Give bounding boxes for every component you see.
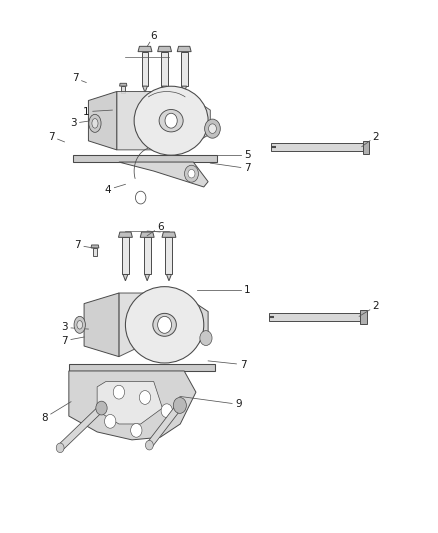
Text: 3: 3 <box>70 118 77 128</box>
Polygon shape <box>140 232 154 237</box>
Polygon shape <box>147 403 182 448</box>
Polygon shape <box>141 52 148 86</box>
Text: 3: 3 <box>61 322 68 333</box>
Circle shape <box>184 165 198 182</box>
Text: 6: 6 <box>157 222 163 232</box>
Ellipse shape <box>89 114 101 132</box>
Polygon shape <box>144 237 151 274</box>
Polygon shape <box>88 92 117 150</box>
Circle shape <box>188 169 195 178</box>
Polygon shape <box>158 46 172 52</box>
Polygon shape <box>182 86 187 92</box>
Ellipse shape <box>92 118 98 128</box>
Polygon shape <box>117 91 210 150</box>
Ellipse shape <box>159 109 183 132</box>
Text: 7: 7 <box>74 240 81 251</box>
Polygon shape <box>91 245 99 248</box>
Text: 7: 7 <box>72 73 79 83</box>
Circle shape <box>105 415 116 428</box>
Polygon shape <box>145 274 150 281</box>
Ellipse shape <box>77 320 82 329</box>
Circle shape <box>56 443 64 453</box>
Circle shape <box>139 391 151 405</box>
Circle shape <box>200 330 212 345</box>
Circle shape <box>131 423 142 437</box>
Polygon shape <box>121 86 125 93</box>
Circle shape <box>158 317 172 333</box>
Polygon shape <box>363 141 369 154</box>
Polygon shape <box>360 310 367 324</box>
Polygon shape <box>73 155 217 162</box>
Circle shape <box>96 401 107 415</box>
Polygon shape <box>93 248 97 256</box>
Polygon shape <box>166 274 171 281</box>
Polygon shape <box>69 371 196 440</box>
Polygon shape <box>161 52 168 86</box>
Polygon shape <box>97 382 162 424</box>
Polygon shape <box>180 293 208 357</box>
Circle shape <box>145 440 153 450</box>
Polygon shape <box>84 293 119 357</box>
Polygon shape <box>177 46 191 52</box>
Text: 4: 4 <box>105 184 111 195</box>
Polygon shape <box>162 232 176 237</box>
Text: 5: 5 <box>244 150 251 160</box>
Text: 7: 7 <box>48 132 55 142</box>
Polygon shape <box>119 290 180 357</box>
Text: 6: 6 <box>150 31 157 41</box>
Circle shape <box>208 124 216 133</box>
Ellipse shape <box>134 86 208 155</box>
Polygon shape <box>269 313 360 320</box>
Circle shape <box>165 114 177 128</box>
Polygon shape <box>122 237 129 274</box>
Polygon shape <box>181 52 187 86</box>
Polygon shape <box>271 143 363 151</box>
Polygon shape <box>120 83 127 86</box>
Circle shape <box>205 119 220 138</box>
Text: 7: 7 <box>244 164 251 173</box>
Polygon shape <box>138 46 152 52</box>
Text: 7: 7 <box>240 360 246 369</box>
Text: 8: 8 <box>42 413 48 423</box>
Ellipse shape <box>125 287 204 363</box>
Polygon shape <box>123 274 128 281</box>
Polygon shape <box>69 364 215 371</box>
Polygon shape <box>119 162 208 187</box>
Text: 7: 7 <box>61 336 68 346</box>
Circle shape <box>135 191 146 204</box>
Circle shape <box>161 404 173 418</box>
Text: 1: 1 <box>83 107 89 117</box>
Polygon shape <box>162 86 167 92</box>
Text: 9: 9 <box>235 399 242 409</box>
Text: 1: 1 <box>244 285 251 295</box>
Polygon shape <box>118 232 132 237</box>
Text: 2: 2 <box>372 301 379 311</box>
Ellipse shape <box>74 317 85 333</box>
Circle shape <box>113 385 124 399</box>
Text: 2: 2 <box>372 132 379 142</box>
Polygon shape <box>143 86 148 92</box>
Polygon shape <box>166 237 173 274</box>
Ellipse shape <box>153 313 177 336</box>
Circle shape <box>173 398 186 414</box>
Polygon shape <box>58 405 103 451</box>
